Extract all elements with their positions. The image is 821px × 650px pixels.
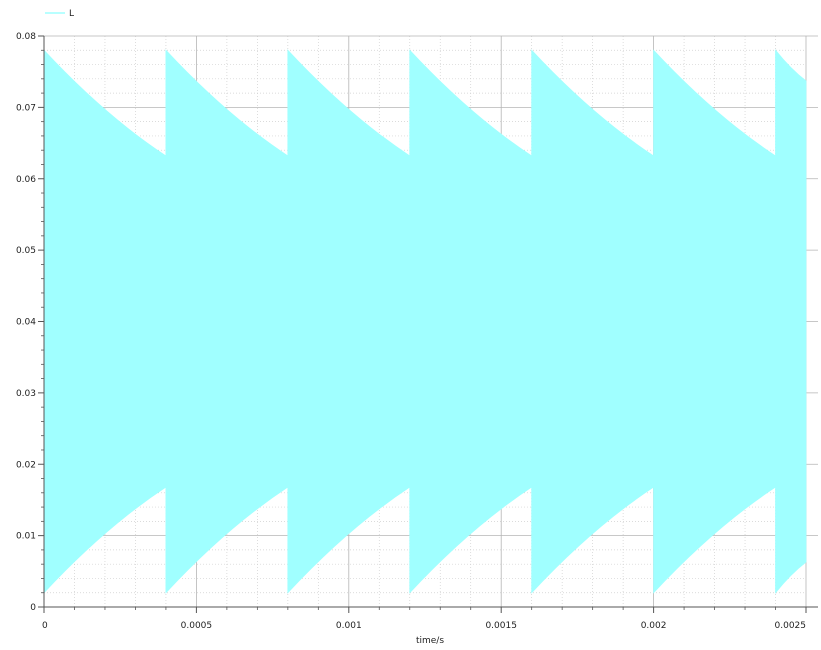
y-tick-label: 0.02	[16, 460, 36, 470]
y-tick-label: 0.07	[16, 103, 36, 113]
legend: L	[45, 9, 74, 19]
legend-label-l: L	[69, 9, 74, 19]
y-tick-label: 0.05	[16, 246, 36, 256]
y-tick-label: 0.06	[16, 175, 36, 185]
y-tick-label: 0	[30, 603, 36, 613]
x-tick-label: 0.002	[641, 621, 667, 631]
x-tick-label: 0.0025	[775, 621, 807, 631]
tick-labels: 0 0.01 0.02 0.03 0.04 0.05 0.06 0.07 0.08 0 0.0005…	[16, 32, 806, 631]
y-tick-label: 0.04	[16, 318, 36, 328]
x-axis-label: time/s	[416, 636, 444, 646]
y-tick-label: 0.03	[16, 389, 36, 399]
x-tick-label: 0.0015	[485, 621, 517, 631]
y-tick-label: 0.08	[16, 32, 36, 42]
x-tick-label: 0.001	[336, 621, 362, 631]
axes	[38, 35, 818, 613]
x-tick-label: 0	[42, 621, 48, 631]
series-layer	[43, 49, 807, 594]
x-tick-label: 0.0005	[181, 621, 213, 631]
series-area-l	[43, 49, 807, 594]
y-tick-label: 0.01	[16, 532, 36, 542]
